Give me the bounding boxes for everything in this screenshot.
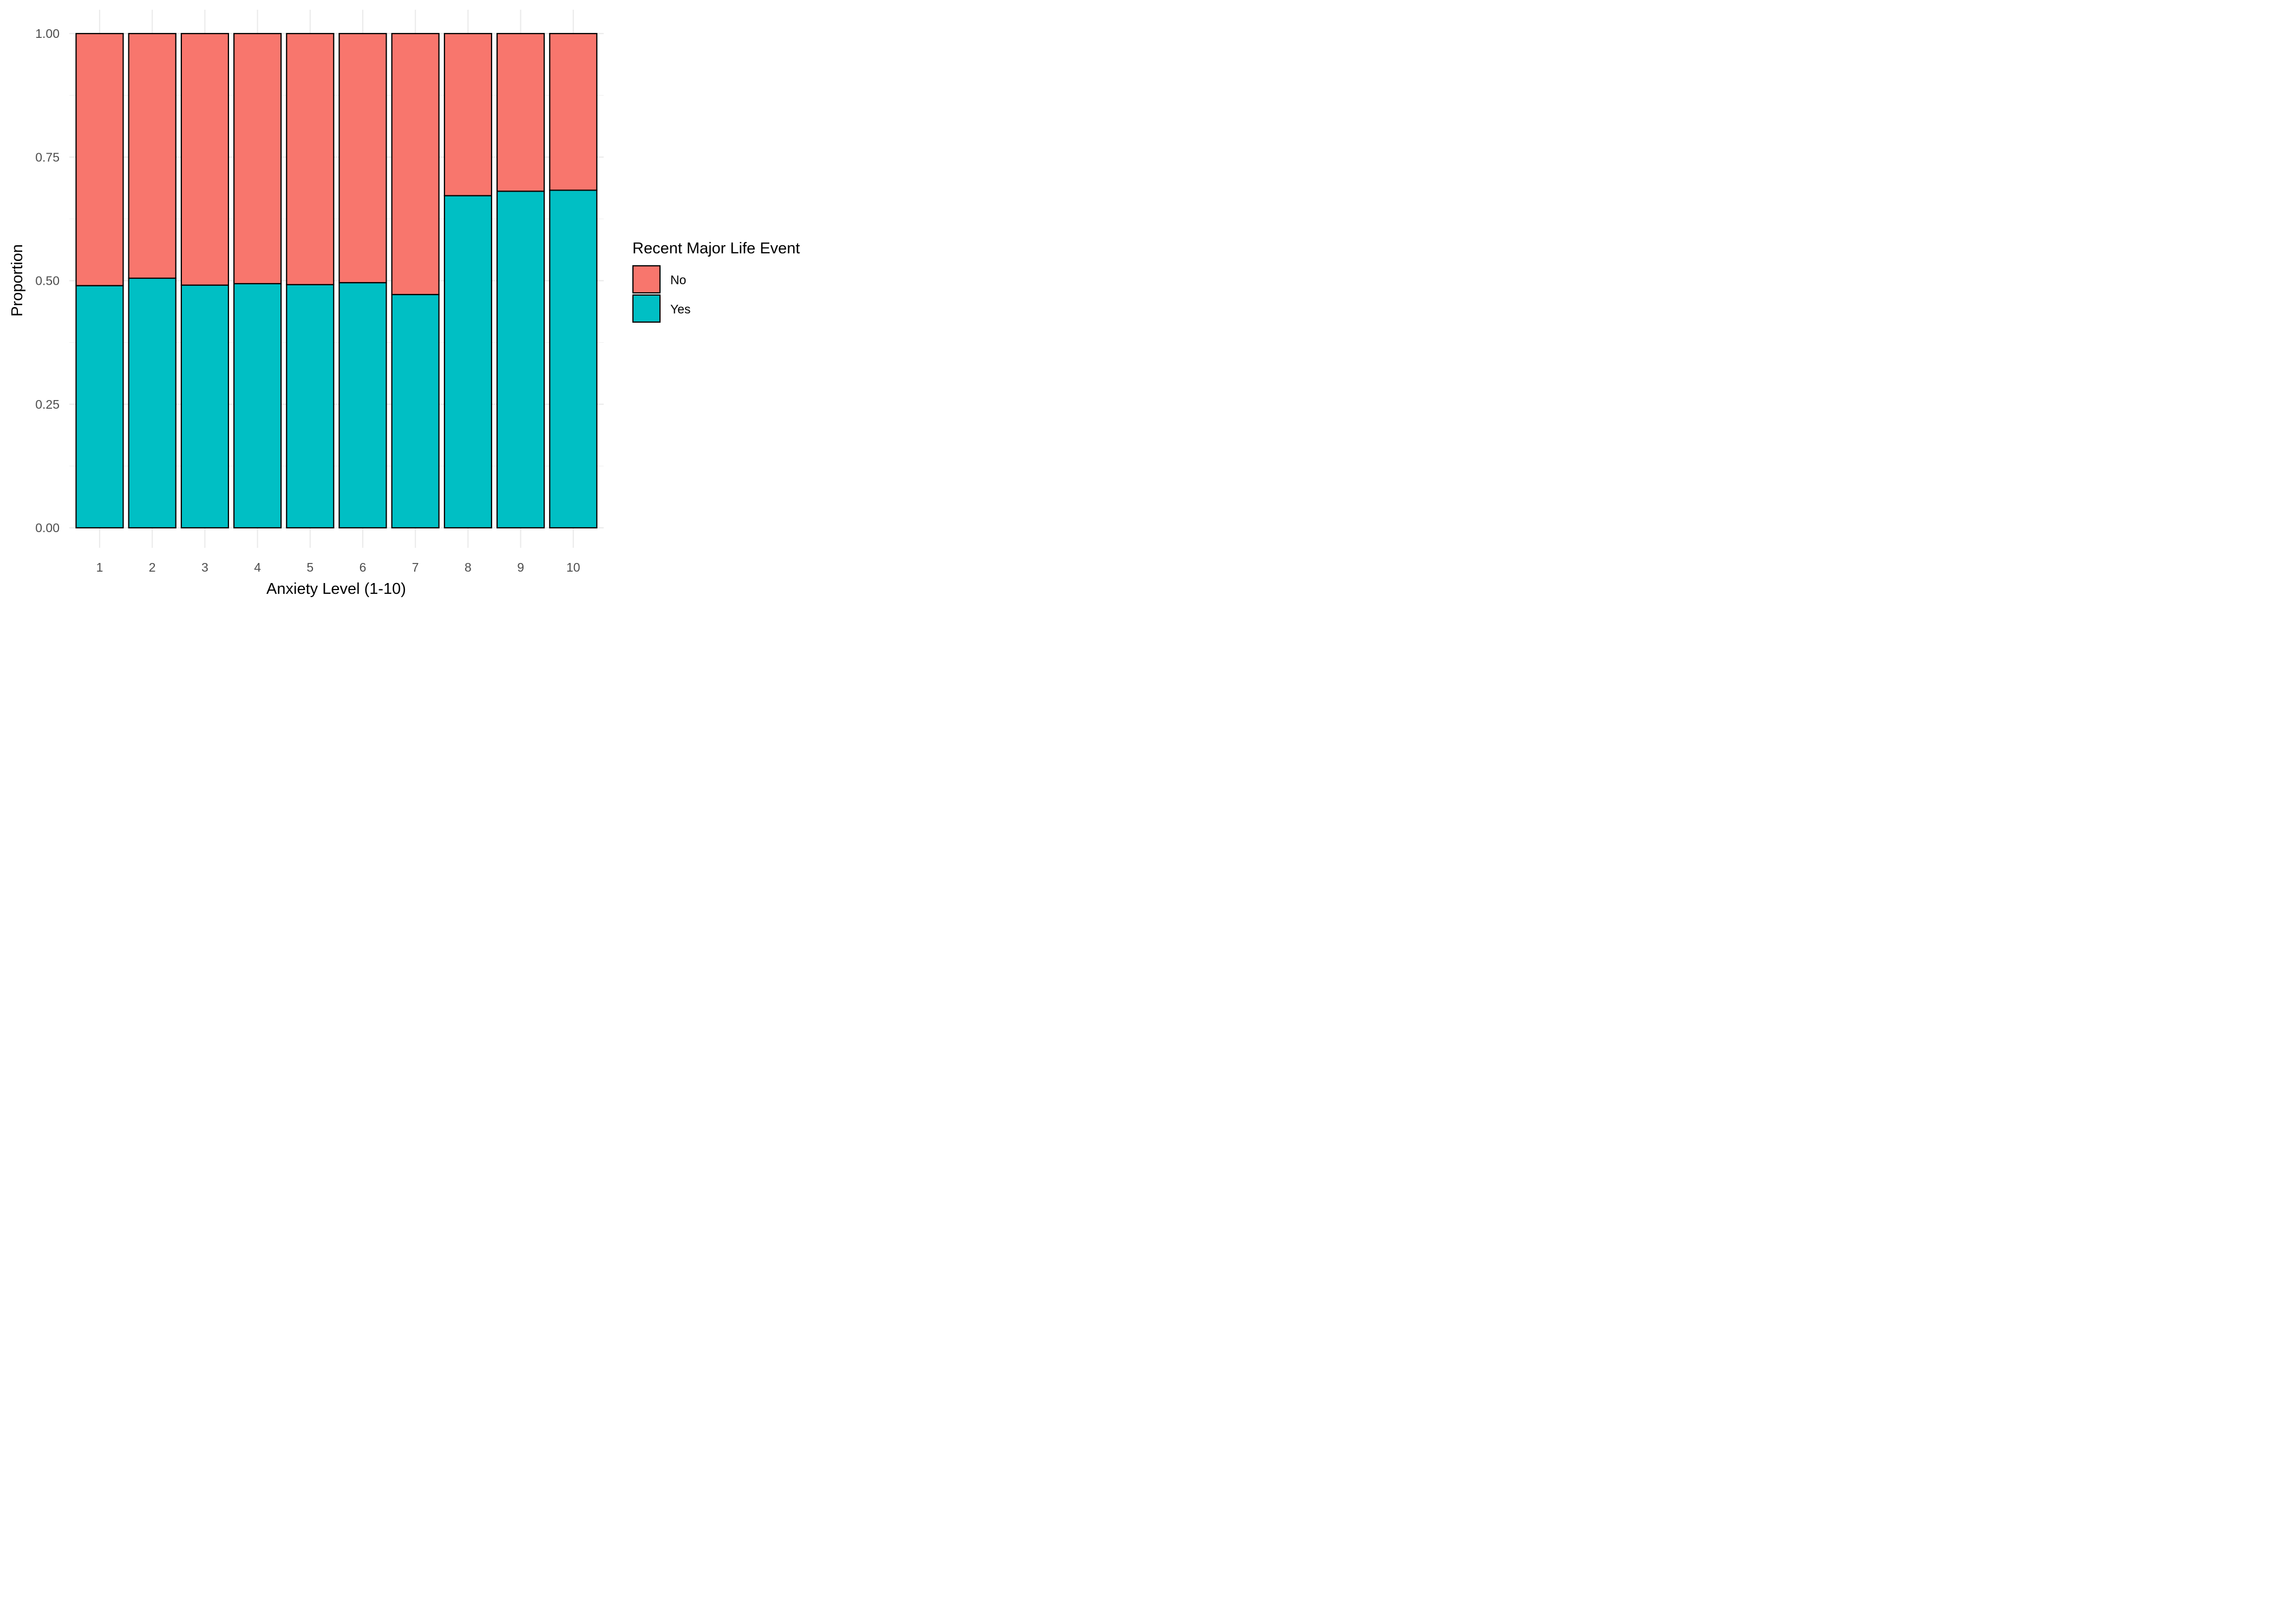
legend-title: Recent Major Life Event bbox=[632, 240, 800, 257]
y-axis-tick-labels: 0.00 0.25 0.50 0.75 1.00 bbox=[35, 27, 60, 535]
bar-segment-no-6 bbox=[338, 32, 387, 284]
bar-segment-yes-9 bbox=[496, 191, 545, 529]
x-tick-label: 8 bbox=[465, 560, 472, 574]
y-tick-label: 0.00 bbox=[35, 521, 60, 535]
y-tick-label: 1.00 bbox=[35, 27, 60, 41]
bar-segment-yes-5 bbox=[286, 284, 335, 529]
x-tick-label: 10 bbox=[566, 560, 580, 574]
y-tick-label: 0.75 bbox=[35, 150, 60, 164]
bar-segment-no-4 bbox=[233, 32, 282, 285]
legend-entries: No Yes bbox=[632, 265, 691, 323]
bar-segment-yes-2 bbox=[128, 277, 177, 529]
y-tick-label: 0.50 bbox=[35, 274, 60, 288]
bar-segment-yes-4 bbox=[233, 283, 282, 529]
x-tick-label: 9 bbox=[517, 560, 524, 574]
bar-segment-yes-6 bbox=[338, 282, 387, 529]
x-tick-label: 2 bbox=[149, 560, 156, 574]
bar-segment-no-1 bbox=[75, 32, 124, 286]
x-tick-label: 5 bbox=[306, 560, 313, 574]
chart-figure: 0.00 0.25 0.50 0.75 1.00 1 2 3 4 5 6 7 8 9 10 Anxiety… bbox=[0, 0, 842, 600]
stacked-bar-chart: 0.00 0.25 0.50 0.75 1.00 1 2 3 4 5 6 7 8 9 10 Anxiety… bbox=[9, 10, 800, 598]
x-tick-label: 4 bbox=[254, 560, 261, 574]
bar-segment-yes-3 bbox=[180, 284, 229, 529]
bar-segment-yes-7 bbox=[391, 293, 440, 529]
bar-segment-no-10 bbox=[549, 32, 598, 191]
legend-label-yes: Yes bbox=[670, 302, 691, 316]
x-tick-label: 6 bbox=[360, 560, 367, 574]
x-axis-tick-labels: 1 2 3 4 5 6 7 8 9 10 bbox=[96, 560, 580, 574]
bars bbox=[75, 32, 598, 529]
bar-segment-no-3 bbox=[180, 32, 229, 286]
bar-segment-no-2 bbox=[128, 32, 177, 279]
x-axis-title: Anxiety Level (1-10) bbox=[266, 580, 406, 598]
bar-segment-yes-1 bbox=[75, 285, 124, 529]
legend-key-yes bbox=[632, 294, 661, 323]
bar-segment-no-9 bbox=[496, 32, 545, 192]
bar-segment-yes-10 bbox=[549, 189, 598, 529]
legend: Recent Major Life Event No Yes bbox=[632, 240, 800, 323]
bar-segment-no-7 bbox=[391, 32, 440, 296]
bar-segment-no-8 bbox=[443, 32, 493, 197]
bar-segment-yes-8 bbox=[443, 195, 493, 529]
x-tick-label: 7 bbox=[412, 560, 419, 574]
x-tick-label: 1 bbox=[96, 560, 103, 574]
y-tick-label: 0.25 bbox=[35, 397, 60, 411]
y-axis-title: Proportion bbox=[9, 244, 26, 317]
bar-segment-no-5 bbox=[286, 32, 335, 285]
legend-key-no bbox=[632, 265, 661, 294]
x-tick-label: 3 bbox=[201, 560, 208, 574]
legend-label-no: No bbox=[670, 273, 686, 287]
